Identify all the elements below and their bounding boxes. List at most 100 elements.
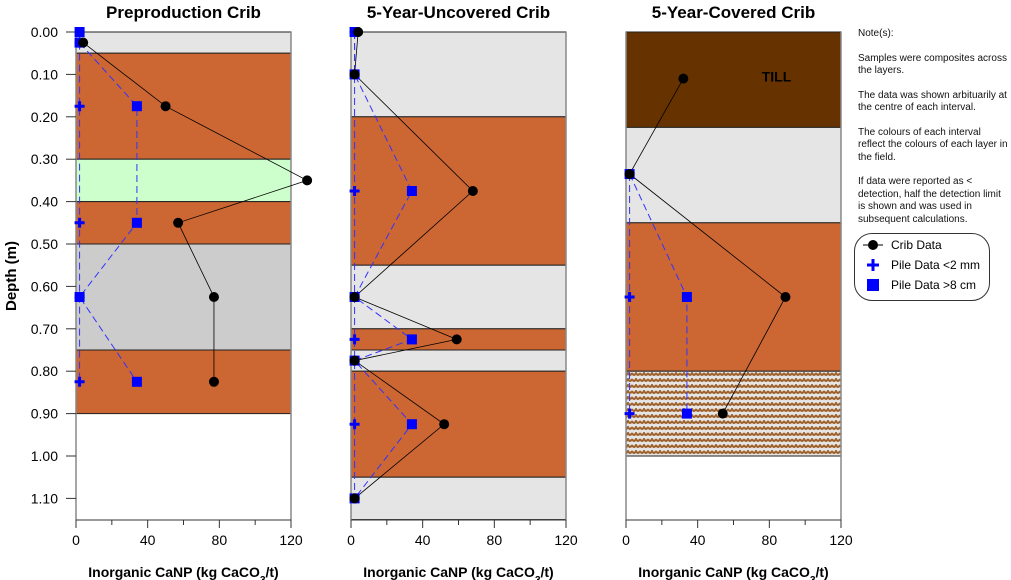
plus-marker-icon [863, 259, 883, 271]
legend-label: Pile Data >8 cm [891, 278, 977, 292]
x-tick-label: 80 [762, 532, 778, 548]
layer-band [350, 31, 567, 118]
y-tick-label: 0.10 [31, 66, 58, 82]
y-axis-label: Depth (m) [3, 241, 20, 311]
x-tick-label: 120 [554, 532, 578, 548]
point-crib [208, 292, 219, 302]
y-tick-label: 0.30 [31, 151, 58, 167]
legend-item-pile-coarse: Pile Data >8 cm [855, 276, 989, 294]
point-crib [173, 217, 184, 228]
point-crib [349, 355, 360, 366]
legend-item-crib: Crib Data [855, 236, 989, 254]
notes-title: Note(s): [858, 28, 894, 39]
point-crib [302, 175, 313, 186]
legend-item-pile-fine: Pile Data <2 mm [855, 256, 989, 274]
note-3: The colours of each interval reflect the… [858, 126, 1008, 163]
x-tick-label: 0 [72, 532, 80, 548]
x-tick-label: 40 [690, 532, 706, 548]
point-pile-coarse [406, 186, 417, 196]
y-tick-label: 0.70 [31, 321, 58, 337]
x-tick-label: 120 [279, 532, 303, 548]
point-pile-coarse [131, 217, 142, 228]
point-pile-fine [349, 334, 360, 345]
layer-band [75, 349, 292, 415]
layer-band [350, 264, 567, 330]
y-tick-label: 1.10 [31, 490, 58, 506]
point-pile-fine [624, 408, 635, 419]
point-crib [717, 408, 728, 419]
layer-band [75, 31, 292, 54]
legend-label: Pile Data <2 mm [891, 258, 981, 272]
point-pile-coarse [74, 292, 85, 302]
point-crib [349, 493, 360, 504]
layer-band [625, 31, 842, 128]
x-tick-label: 0 [347, 532, 355, 548]
y-tick-label: 0.80 [31, 363, 58, 379]
layer-band [350, 116, 567, 266]
point-pile-fine [349, 186, 360, 196]
layer-band [350, 370, 567, 478]
point-pile-coarse [131, 376, 142, 387]
x-tick-label: 40 [140, 532, 156, 548]
point-pile-coarse [681, 408, 692, 419]
point-crib [439, 419, 450, 430]
panel-title: 5-Year-Covered Crib [652, 3, 815, 22]
series-line-crib [353, 31, 474, 499]
legend: Crib Data Pile Data <2 mm Pile Data >8 c… [854, 233, 990, 301]
x-tick-label: 80 [487, 532, 503, 548]
x-tick-label: 80 [212, 532, 228, 548]
y-tick-label: 0.90 [31, 406, 58, 422]
point-pile-coarse [681, 292, 692, 302]
series-line-crib [82, 42, 309, 382]
layer-band [75, 201, 292, 245]
x-tick-label: 0 [622, 532, 630, 548]
note-1: Samples were composites across the layer… [858, 52, 1007, 77]
point-pile-coarse [131, 101, 142, 112]
y-tick-label: 0.50 [31, 236, 58, 252]
y-tick-label: 1.00 [31, 448, 58, 464]
notes-panel: Note(s): Samples were composites across … [858, 28, 1008, 238]
circle-marker-icon [863, 239, 883, 251]
point-crib [353, 27, 364, 37]
series-line-pile-coarse [78, 32, 138, 383]
y-tick-label: 0.40 [31, 194, 58, 210]
note-2: The data was shown arbituarily at the ce… [858, 89, 1007, 114]
point-pile-coarse [74, 27, 85, 37]
layer-band [75, 158, 292, 203]
layer-band [75, 52, 292, 160]
point-crib [467, 186, 478, 196]
x-axis-label: Inorganic CaNP (kg CaCO3/t) [638, 564, 828, 580]
x-tick-label: 40 [415, 532, 431, 548]
point-crib [160, 101, 171, 112]
point-pile-coarse [406, 334, 417, 345]
point-crib [451, 334, 462, 345]
point-crib [349, 69, 360, 80]
point-crib [780, 292, 791, 302]
layer-band [350, 349, 567, 372]
layer-band [75, 243, 292, 351]
x-axis-label: Inorganic CaNP (kg CaCO3/t) [88, 564, 278, 580]
point-pile-coarse [406, 419, 417, 430]
x-axis-label: Inorganic CaNP (kg CaCO3/t) [363, 564, 553, 580]
point-crib [78, 37, 89, 48]
point-pile-fine [74, 376, 85, 387]
panel-title: 5-Year-Uncovered Crib [367, 3, 550, 22]
x-tick-label: 120 [829, 532, 853, 548]
layer-label: TILL [762, 69, 792, 85]
panel-title: Preproduction Crib [106, 3, 261, 22]
y-tick-label: 0.60 [31, 278, 58, 294]
point-crib [624, 169, 635, 180]
y-tick-label: 0.00 [31, 24, 58, 40]
layer-band [625, 370, 842, 457]
point-pile-fine [624, 292, 635, 302]
point-pile-fine [74, 101, 85, 112]
layer-band [625, 222, 842, 372]
point-pile-fine [349, 419, 360, 430]
note-4: If data were reported as < detection, ha… [858, 176, 1001, 225]
point-pile-fine [74, 217, 85, 228]
point-crib [349, 292, 360, 302]
